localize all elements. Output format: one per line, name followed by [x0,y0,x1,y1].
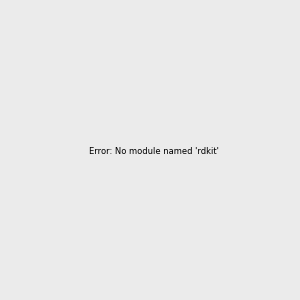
Text: Error: No module named 'rdkit': Error: No module named 'rdkit' [89,147,219,156]
